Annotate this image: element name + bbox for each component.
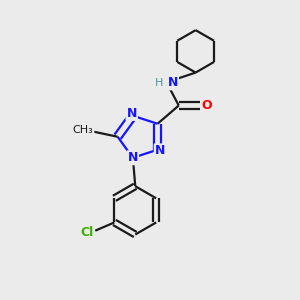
- Text: Cl: Cl: [80, 226, 94, 239]
- Text: N: N: [128, 151, 138, 164]
- Text: O: O: [201, 99, 212, 112]
- Text: CH₃: CH₃: [73, 125, 94, 135]
- Text: H: H: [154, 78, 163, 88]
- Text: N: N: [127, 107, 137, 120]
- Text: N: N: [155, 144, 165, 158]
- Text: N: N: [168, 76, 178, 89]
